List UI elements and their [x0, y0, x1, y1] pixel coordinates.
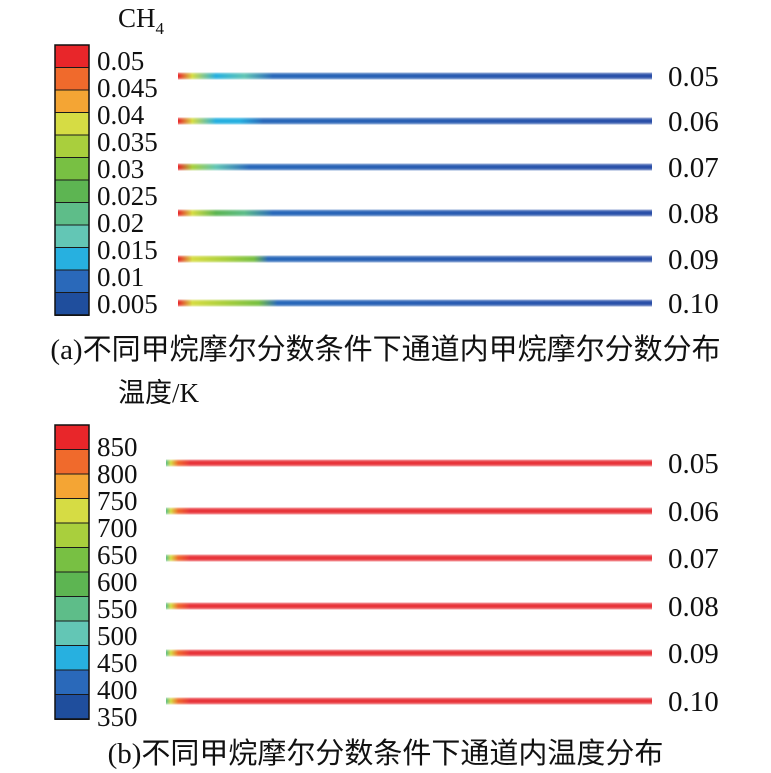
- channel-strip-edge: [178, 117, 652, 125]
- row-labels-a: 0.05 0.06 0.07 0.08 0.09 0.10: [668, 61, 719, 320]
- legend-tick-label: 0.025: [97, 181, 158, 211]
- row-label: 0.08: [668, 591, 719, 623]
- channel-strip-edge: [166, 554, 652, 562]
- colorbar-segment: [54, 571, 90, 598]
- legend-title-a: CH4: [118, 3, 165, 38]
- colorbar-segment: [54, 292, 90, 316]
- row-label: 0.09: [668, 244, 719, 276]
- colorbar-segment: [54, 620, 90, 647]
- colorbar-segment: [54, 547, 90, 573]
- colorbar-segment: [54, 202, 90, 226]
- legend-tick-label: 600: [97, 567, 138, 597]
- channel-strip-edge: [178, 255, 652, 263]
- legend-tick-label: 550: [97, 594, 138, 624]
- channel-strip-edge: [166, 602, 652, 610]
- legend-tick-label: 350: [97, 702, 138, 732]
- channel-strip-edge: [166, 697, 652, 705]
- row-label: 0.05: [668, 61, 719, 93]
- caption-a: (a)不同甲烷摩尔分数条件下通道内甲烷摩尔分数分布: [50, 334, 721, 366]
- row-label: 0.10: [668, 288, 719, 320]
- row-label: 0.10: [668, 686, 719, 718]
- row-label: 0.08: [668, 198, 719, 230]
- colorbar-segment: [54, 596, 90, 622]
- legend-tick-label: 0.045: [97, 73, 158, 103]
- colorbar-segment: [54, 44, 90, 69]
- colorbar-segment: [54, 247, 90, 271]
- channel-strip-edge: [178, 209, 652, 217]
- legend-tick-label: 0.035: [97, 127, 158, 157]
- colorbar-segment: [54, 473, 90, 500]
- legend-tick-label: 0.02: [97, 208, 144, 238]
- legend-tick-label: 0.015: [97, 235, 158, 265]
- colorbar-segment: [54, 224, 90, 249]
- legend-tick-label: 500: [97, 621, 138, 651]
- legend-tick-label: 750: [97, 486, 138, 516]
- legend-title-b: 温度/K: [118, 378, 200, 408]
- colorbar-a: [54, 44, 90, 316]
- channels-b: [166, 459, 652, 705]
- colorbar-segment: [54, 522, 90, 549]
- colorbar-segment: [54, 134, 90, 159]
- colorbar-segment: [54, 669, 90, 696]
- channels-a: [178, 72, 652, 307]
- legend-tick-label: 0.01: [97, 262, 144, 292]
- colorbar-frame: [54, 424, 90, 720]
- row-labels-b: 0.05 0.06 0.07 0.08 0.09 0.10: [668, 448, 719, 718]
- legend-tick-label: 450: [97, 648, 138, 678]
- legend-tick-label: 0.005: [97, 289, 158, 319]
- colorbar-segment: [54, 157, 90, 181]
- channel-strip-edge: [166, 507, 652, 515]
- row-label: 0.07: [668, 543, 719, 575]
- colorbar-segment: [54, 449, 90, 475]
- channel-strip-edge: [178, 72, 652, 80]
- colorbar-segment: [54, 424, 90, 451]
- legend-tick-label: 850: [97, 432, 138, 462]
- row-label: 0.07: [668, 152, 719, 184]
- colorbar-segment: [54, 89, 90, 114]
- legend-tick-label: 400: [97, 675, 138, 705]
- colorbar-segment: [54, 498, 90, 524]
- colorbar-segment: [54, 179, 90, 204]
- legend-labels-a: 0.050.0450.040.0350.030.0250.020.0150.01…: [97, 46, 158, 319]
- legend-tick-label: 0.05: [97, 46, 144, 76]
- colorbar-frame: [54, 44, 90, 316]
- caption-b: (b)不同甲烷摩尔分数条件下通道内温度分布: [107, 738, 664, 770]
- channel-strip-edge: [166, 459, 652, 467]
- row-label: 0.06: [668, 496, 719, 528]
- colorbar-segment: [54, 694, 90, 720]
- channel-strip-edge: [178, 163, 652, 171]
- panel-a: CH4 0.050.0450.040.0350.030.0250.020.015…: [54, 3, 719, 320]
- colorbar-b: [54, 424, 90, 720]
- legend-tick-label: 800: [97, 459, 138, 489]
- channel-strip-edge: [178, 299, 652, 307]
- row-label: 0.05: [668, 448, 719, 480]
- row-label: 0.06: [668, 106, 719, 138]
- colorbar-segment: [54, 67, 90, 91]
- channel-strip-edge: [166, 649, 652, 657]
- colorbar-segment: [54, 112, 90, 136]
- legend-tick-label: 650: [97, 540, 138, 570]
- legend-tick-label: 0.03: [97, 154, 144, 184]
- colorbar-segment: [54, 645, 90, 671]
- row-label: 0.09: [668, 638, 719, 670]
- colorbar-segment: [54, 269, 90, 294]
- legend-tick-label: 700: [97, 513, 138, 543]
- legend-tick-label: 0.04: [97, 100, 145, 130]
